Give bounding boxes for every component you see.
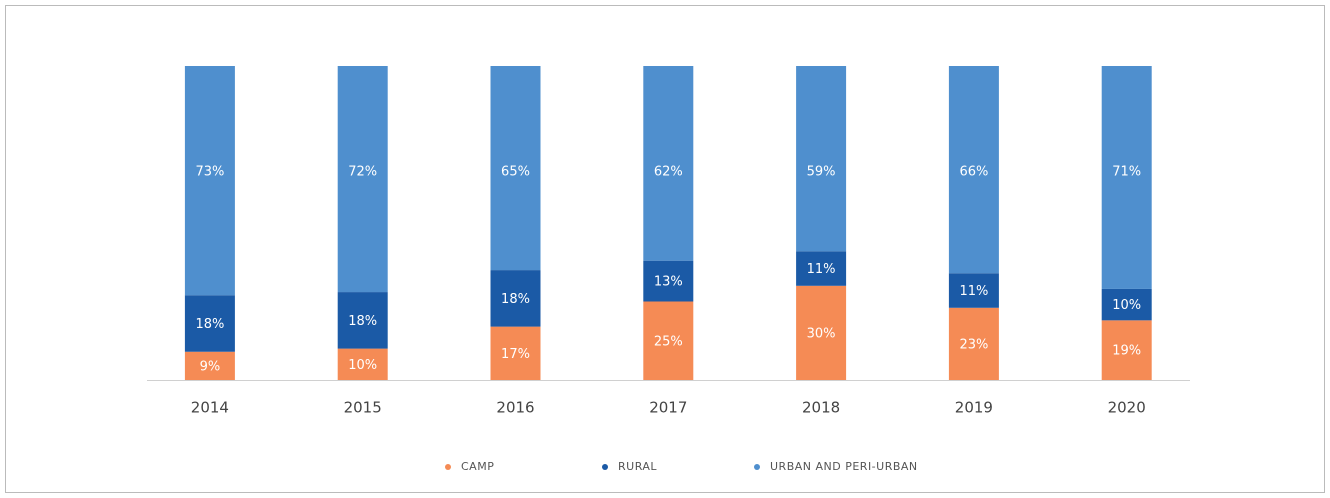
bar-segment [184,66,235,296]
data-label: 9% [200,359,221,374]
legend-marker [445,464,451,470]
bar-segment [948,66,999,274]
bar-segment [184,351,235,380]
bar-segment [337,292,388,349]
data-label: 17% [501,347,530,362]
legend-marker [602,464,608,470]
x-tick-label: 2020 [1108,399,1146,417]
bar-segment [1101,66,1152,289]
x-tick-label: 2019 [955,399,993,417]
x-tick-label: 2016 [496,399,534,417]
legend-label: CAMP [461,460,494,473]
bar-segment [643,260,694,302]
legend-label: RURAL [618,460,657,473]
bar-segment [1101,288,1152,321]
x-tick-label: 2014 [191,399,229,417]
data-label: 72% [348,165,377,180]
data-label: 11% [807,262,836,277]
bar-segment [490,270,541,327]
data-label: 18% [348,314,377,329]
data-label: 59% [807,165,836,180]
data-label: 30% [807,326,836,341]
bar-segment [643,66,694,261]
x-tick-label: 2018 [802,399,840,417]
bar-segment [948,307,999,380]
data-label: 19% [1112,344,1141,359]
data-label: 71% [1112,165,1141,180]
legend-marker [754,464,760,470]
legend-label: URBAN AND PERI-URBAN [770,460,918,473]
data-label: 18% [195,317,224,332]
bar-segment [490,66,541,271]
data-label: 13% [654,275,683,290]
data-label: 65% [501,165,530,180]
data-label: 11% [959,284,988,299]
data-label: 66% [959,165,988,180]
data-label: 23% [959,337,988,352]
data-label: 10% [348,358,377,373]
bar-segment [184,295,235,352]
bar-segment [796,251,847,286]
data-label: 18% [501,292,530,307]
bar-segment [337,66,388,293]
bar-segment [796,285,847,380]
x-tick-label: 2017 [649,399,687,417]
bar-segment [1101,320,1152,380]
bar-segment [490,326,541,380]
bar-segment [337,348,388,380]
data-label: 62% [654,165,683,180]
x-tick-label: 2015 [344,399,382,417]
bar-segment [796,66,847,252]
data-label: 10% [1112,298,1141,313]
bar-segment [948,273,999,308]
bar-segment [643,301,694,380]
data-label: 73% [195,165,224,180]
data-label: 25% [654,334,683,349]
